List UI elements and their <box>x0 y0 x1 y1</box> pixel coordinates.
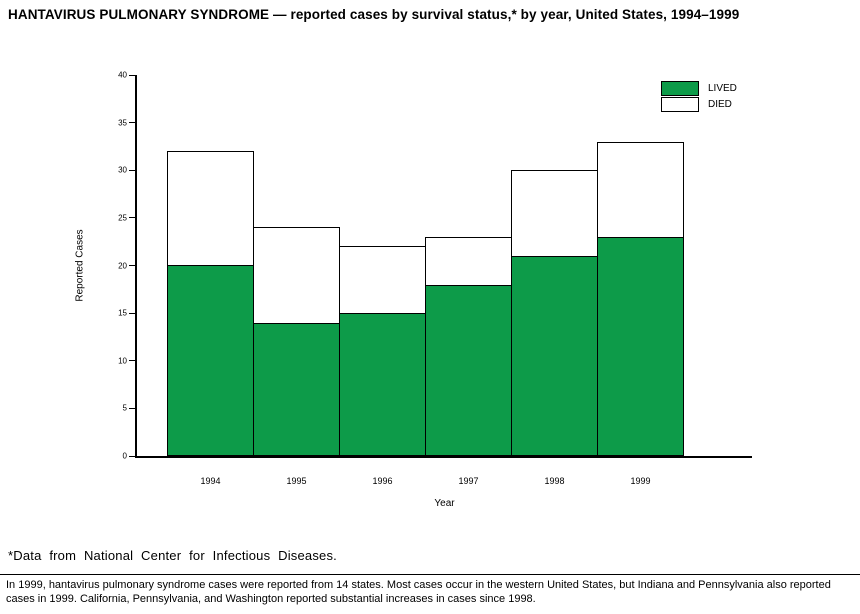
x-tick-label-1999: 1999 <box>630 476 651 486</box>
bar-lived-1999 <box>597 237 684 456</box>
divider-line <box>0 574 860 575</box>
y-axis-label: Reported Cases <box>65 75 95 456</box>
x-tick-label-1994: 1994 <box>200 476 221 486</box>
y-tick-mark <box>129 455 135 457</box>
footnote: *Data from National Center for Infectiou… <box>8 548 337 563</box>
bar-lived-1995 <box>253 323 340 456</box>
x-axis-label: Year <box>434 498 455 509</box>
y-tick-mark <box>129 169 135 171</box>
legend-label-lived: LIVED <box>708 82 737 94</box>
y-tick-label-40: 40 <box>118 70 127 80</box>
y-tick-mark <box>129 122 135 124</box>
bottom-note: In 1999, hantavirus pulmonary syndrome c… <box>6 579 831 606</box>
y-axis-label-text: Reported Cases <box>74 229 86 302</box>
plot-area: Reported Cases LIVED DIED Year 0 5 10 15 20 2… <box>75 71 752 509</box>
bar-lived-1996 <box>339 313 426 456</box>
y-tick-mark <box>129 312 135 314</box>
x-tick-label-1995: 1995 <box>286 476 307 486</box>
y-tick-label-30: 30 <box>118 165 127 175</box>
lived-swatch <box>661 80 699 96</box>
died-swatch <box>661 96 699 112</box>
y-tick-label-5: 5 <box>122 403 127 413</box>
y-tick-label-10: 10 <box>118 356 127 366</box>
x-tick-label-1997: 1997 <box>458 476 479 486</box>
y-tick-label-25: 25 <box>118 213 127 223</box>
y-tick-mark <box>129 360 135 362</box>
x-tick-label-1996: 1996 <box>372 476 393 486</box>
y-tick-mark <box>129 74 135 76</box>
bar-lived-1997 <box>425 285 512 456</box>
y-tick-label-35: 35 <box>118 118 127 128</box>
y-tick-label-20: 20 <box>118 261 127 270</box>
bar-lived-1998 <box>511 256 598 456</box>
x-tick-label-1998: 1998 <box>544 476 565 486</box>
bar-lived-1994 <box>167 265 254 456</box>
y-tick-mark <box>129 265 135 266</box>
chart-title: HANTAVIRUS PULMONARY SYNDROME — reported… <box>8 7 740 22</box>
legend: LIVED DIED <box>661 80 737 112</box>
legend-item-died: DIED <box>661 96 737 112</box>
legend-label-died: DIED <box>708 98 732 110</box>
y-tick-mark <box>129 407 135 409</box>
y-tick-mark <box>129 217 135 219</box>
y-tick-label-0: 0 <box>122 451 127 461</box>
y-tick-label-15: 15 <box>118 308 127 318</box>
legend-item-lived: LIVED <box>661 80 737 96</box>
